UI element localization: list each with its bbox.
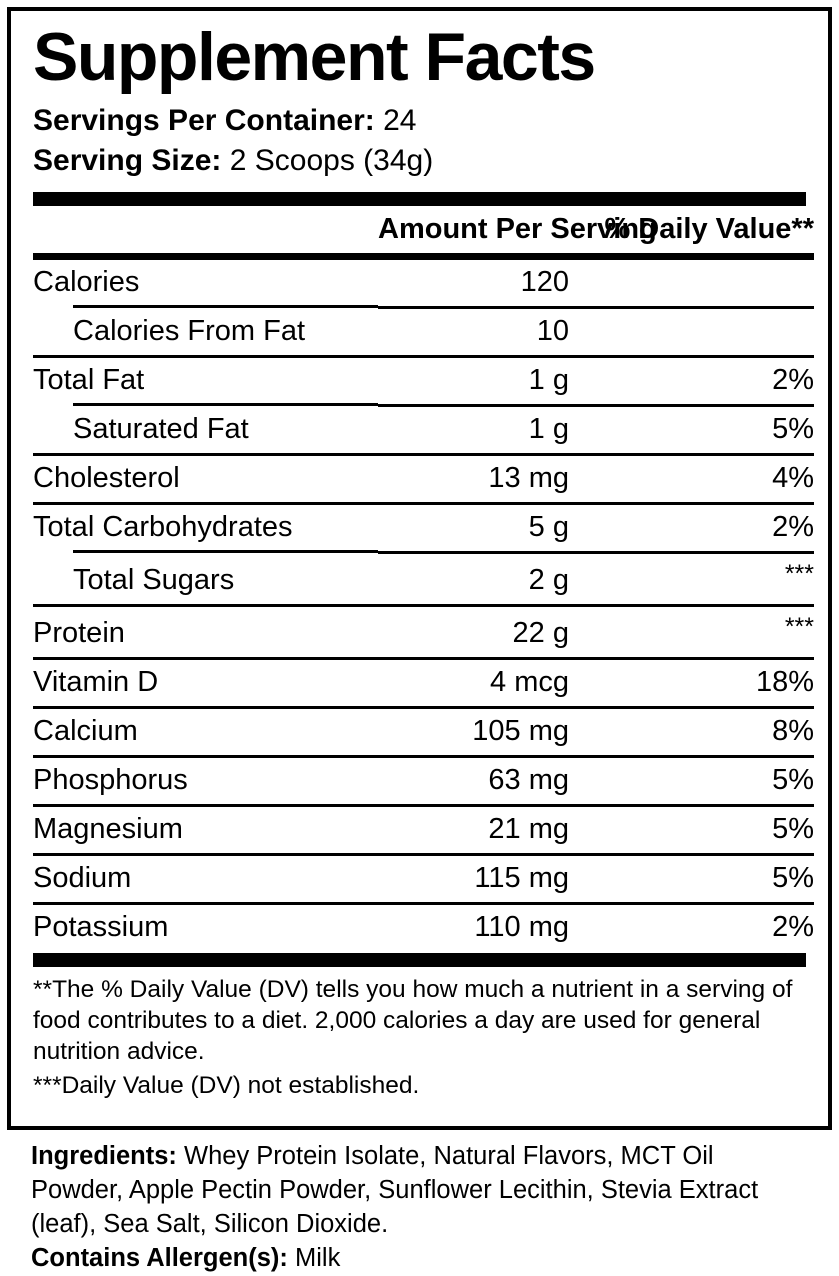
nutrition-table-body: Calories 120 Calories From Fat 10 Total Fat 1… [33,257,814,952]
nutrient-amount: 13 mg [378,453,603,504]
table-header-row: Amount Per Serving % Daily Value** [33,206,814,261]
ingredients-section: Ingredients: Whey Protein Isolate, Natur… [7,1140,832,1276]
table-row: Total Carbohydrates 5 g 2% [33,502,814,553]
column-header-amount: Amount Per Serving [378,206,657,261]
nutrient-amount: 10 [378,306,603,357]
nutrient-daily-value: *** [603,604,814,659]
table-row: Total Fat 1 g 2% [33,355,814,406]
nutrient-amount: 22 g [378,604,603,659]
nutrient-name: Total Sugars [33,549,378,606]
nutrient-daily-value: 8% [603,706,814,757]
nutrient-daily-value: 2% [603,355,814,406]
nutrient-name: Calories From Fat [33,304,378,357]
table-row: Sodium 115 mg 5% [33,853,814,904]
nutrient-daily-value: 5% [603,755,814,806]
nutrient-name: Vitamin D [33,657,378,708]
nutrient-amount: 1 g [378,404,603,455]
dv-not-established-marker: *** [784,613,814,642]
nutrient-name: Sodium [33,853,378,904]
nutrient-amount: 105 mg [378,706,603,757]
table-bottom-bar [33,953,806,968]
nutrient-name: Total Fat [33,355,378,406]
nutrient-name: Calories [33,266,140,299]
serving-size-line: Serving Size: 2 Scoops (34g) [33,141,806,181]
nutrient-daily-value: 5% [603,853,814,904]
daily-value-footnote: **The % Daily Value (DV) tells you how m… [33,976,793,1065]
nutrient-daily-value [603,306,814,357]
not-established-footnote: ***Daily Value (DV) not established. [33,1071,420,1099]
nutrient-amount: 110 mg [378,902,603,952]
table-row: Magnesium 21 mg 5% [33,804,814,855]
nutrient-name: Cholesterol [33,453,378,504]
table-row: Cholesterol 13 mg 4% [33,453,814,504]
nutrient-daily-value: 2% [603,502,814,553]
nutrient-amount: 2 g [378,551,603,606]
table-row: Saturated Fat 1 g 5% [33,402,814,455]
footnotes: **The % Daily Value (DV) tells you how m… [33,975,806,1101]
serving-size-label: Serving Size: [33,143,222,177]
nutrient-daily-value: 5% [603,804,814,855]
table-row: Total Sugars 2 g *** [33,549,814,606]
allergen-line: Contains Allergen(s): Milk [31,1242,810,1276]
table-row: Phosphorus 63 mg 5% [33,755,814,806]
servings-per-container-value: 24 [383,104,417,137]
table-row: Calcium 105 mg 8% [33,706,814,757]
table-row: Potassium 110 mg 2% [33,902,814,952]
nutrient-name: Total Carbohydrates [33,502,378,553]
nutrient-name: Calcium [33,706,378,757]
allergen-text: Milk [295,1243,341,1272]
supplement-facts-panel: Supplement Facts Servings Per Container:… [7,7,832,1130]
nutrient-amount: 21 mg [378,804,603,855]
table-row: Calories From Fat 10 [33,304,814,357]
nutrient-name: Magnesium [33,804,378,855]
nutrient-daily-value: 18% [603,657,814,708]
allergen-heading: Contains Allergen(s): [31,1243,288,1272]
column-header-nutrient [33,206,378,261]
ingredients-text: Whey Protein Isolate, Natural Flavors, M… [31,1142,759,1238]
nutrient-amount: 4 mcg [378,657,603,708]
nutrient-name: Saturated Fat [33,402,378,455]
header-divider-thick [33,192,806,207]
table-row: Protein 22 g *** [33,604,814,659]
nutrient-daily-value: 5% [603,404,814,455]
nutrient-daily-value [603,257,814,308]
servings-per-container-label: Servings Per Container: [33,104,375,137]
nutrition-table: Amount Per Serving % Daily Value** Calor… [33,206,814,952]
nutrient-amount: 120 [520,266,569,299]
nutrient-daily-value: *** [603,551,814,606]
nutrient-amount: 63 mg [378,755,603,806]
nutrient-amount: 5 g [378,502,603,553]
serving-size-value: 2 Scoops (34g) [229,143,434,177]
nutrient-name: Phosphorus [33,755,378,806]
servings-per-container-line: Servings Per Container: 24 [33,101,806,141]
column-header-daily-value: % Daily Value** [603,206,814,261]
dv-not-established-marker: *** [784,560,814,589]
nutrient-name: Potassium [33,902,378,952]
nutrient-daily-value: 2% [603,902,814,952]
ingredients-heading: Ingredients: [31,1142,177,1170]
table-row: Calories 120 [33,257,814,308]
serving-info: Servings Per Container: 24 Serving Size:… [33,101,806,180]
nutrient-amount: 1 g [378,355,603,406]
ingredients-line: Ingredients: Whey Protein Isolate, Natur… [31,1140,810,1242]
page-title: Supplement Facts [33,19,596,95]
nutrient-amount: 115 mg [378,853,603,904]
nutrient-name: Protein [33,604,378,659]
nutrient-daily-value: 4% [603,453,814,504]
